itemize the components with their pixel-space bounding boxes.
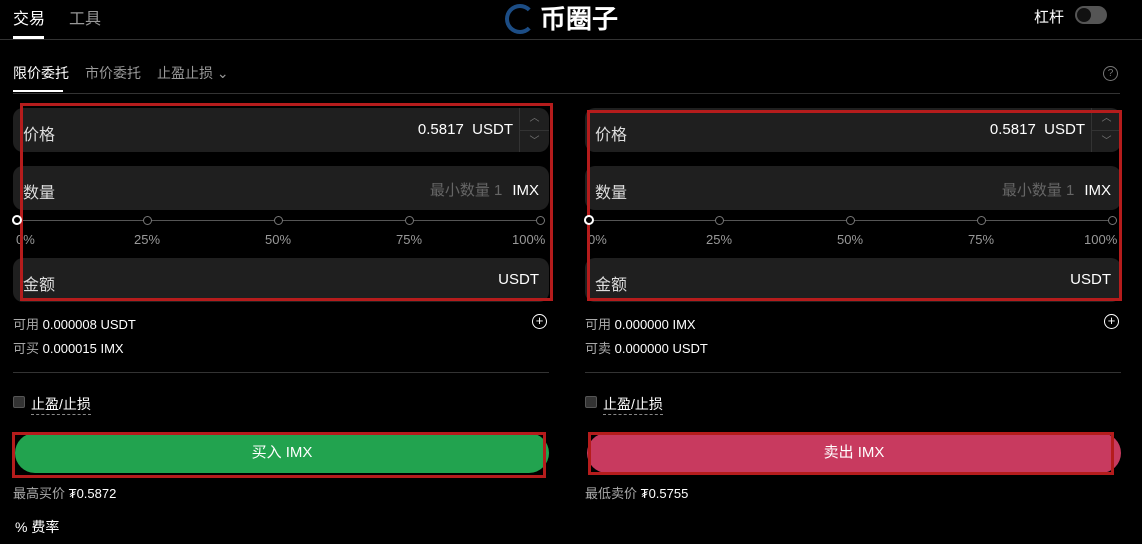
buy-button[interactable]: 买入 IMX [15,433,549,473]
slider-step-2[interactable] [846,216,855,225]
amount-unit: USDT [1070,271,1111,288]
quantity-unit: IMX [1084,182,1111,199]
help-icon[interactable]: ? [1103,66,1118,81]
add-funds-icon[interactable]: + [1104,314,1119,329]
slider-handle[interactable] [12,215,22,225]
available-balance: 可用 0.000008 USDT [13,317,136,332]
available-balance: 可用 0.000000 IMX [585,317,696,332]
leverage-toggle[interactable] [1075,6,1107,24]
quantity-unit: IMX [512,182,539,199]
sell-button[interactable]: 卖出 IMX [587,433,1121,473]
percent-icon: % [15,519,28,535]
slider-step-1[interactable] [143,216,152,225]
slider-step-3[interactable] [405,216,414,225]
watermark-text: 币圈子 [540,4,619,34]
buy-amount-input[interactable]: 金额 USDT [13,258,549,302]
sell-quantity-input[interactable]: 数量 最小数量 1 IMX [585,166,1121,210]
slider-step-2[interactable] [274,216,283,225]
slider-label: 100% [1084,232,1118,247]
tab-underline [13,36,44,39]
slider-label: 50% [265,232,292,247]
quantity-placeholder: 最小数量 1 [429,182,503,199]
slider-step-1[interactable] [715,216,724,225]
decrement-icon[interactable]: ﹀ [520,130,549,152]
slider-step-4[interactable] [536,216,545,225]
divider [585,372,1121,373]
slider-label: 25% [706,232,733,247]
tab-limit-order[interactable]: 限价委托 [13,65,69,81]
fee-label: 费率 [31,519,60,535]
tpsl-tab-label: 止盈止损 [157,65,213,81]
tab-market-order[interactable]: 市价委托 [85,65,141,81]
slider-label: 50% [837,232,864,247]
leverage-label: 杠杆 [1034,9,1065,26]
buy-quantity-input[interactable]: 数量 最小数量 1 IMX [13,166,549,210]
best-price: 最高买价 ₮0.5872 [13,486,117,501]
divider [0,39,1142,40]
sell-price-input[interactable]: 价格 0.5817 USDT ︿ ﹀ [585,108,1121,152]
sell-tpsl-checkbox[interactable] [585,396,597,408]
buy-tpsl-checkbox[interactable] [13,396,25,408]
buy-price-input[interactable]: 价格 0.5817 USDT ︿ ﹀ [13,108,549,152]
slider-step-4[interactable] [1108,216,1117,225]
best-price: 最低卖价 ₮0.5755 [585,486,689,501]
annotation-box [12,432,546,478]
divider [13,93,1120,94]
slider-label: 75% [396,232,423,247]
slider-label: 100% [512,232,546,247]
increment-icon[interactable]: ︿ [529,113,540,124]
buy-tpsl-label[interactable]: 止盈/止损 [31,394,91,415]
sell-tpsl-label[interactable]: 止盈/止损 [603,394,663,415]
decrement-icon[interactable]: ﹀ [1092,130,1121,152]
price-value: 0.5817 [417,121,464,138]
slider-step-3[interactable] [977,216,986,225]
annotation-box [20,103,553,301]
amount-label: 金额 [595,277,628,294]
quantity-placeholder: 最小数量 1 [1001,182,1075,199]
quantity-label: 数量 [23,185,56,202]
annotation-box [587,110,1122,301]
sell-percent-slider[interactable]: 0% 25% 50% 75% 100% [584,215,1117,247]
price-value: 0.5817 [989,121,1036,138]
tab-tools[interactable]: 工具 [69,11,102,28]
fee-rate[interactable]: % 费率 [15,517,59,537]
max-tradeable: 可卖 0.000000 USDT [585,341,708,356]
amount-label: 金额 [23,277,56,294]
chevron-down-icon: ⌄ [216,65,229,81]
price-label: 价格 [595,127,628,144]
slider-label: 75% [968,232,995,247]
max-tradeable: 可买 0.000015 IMX [13,341,124,356]
increment-icon[interactable]: ︿ [1101,113,1112,124]
annotation-box [588,432,1114,475]
tab-trade[interactable]: 交易 [13,11,46,28]
price-label: 价格 [23,127,56,144]
watermark-logo-icon [505,4,535,34]
slider-handle[interactable] [584,215,594,225]
subtab-underline [13,90,63,92]
add-funds-icon[interactable]: + [532,314,547,329]
divider [13,372,549,373]
slider-label: 0% [588,232,607,247]
quantity-label: 数量 [595,185,628,202]
tab-tpsl-order[interactable]: 止盈止损 ⌄ [157,63,229,83]
price-unit: USDT [1044,121,1085,138]
amount-unit: USDT [498,271,539,288]
price-unit: USDT [472,121,513,138]
slider-label: 25% [134,232,161,247]
sell-amount-input[interactable]: 金额 USDT [585,258,1121,302]
